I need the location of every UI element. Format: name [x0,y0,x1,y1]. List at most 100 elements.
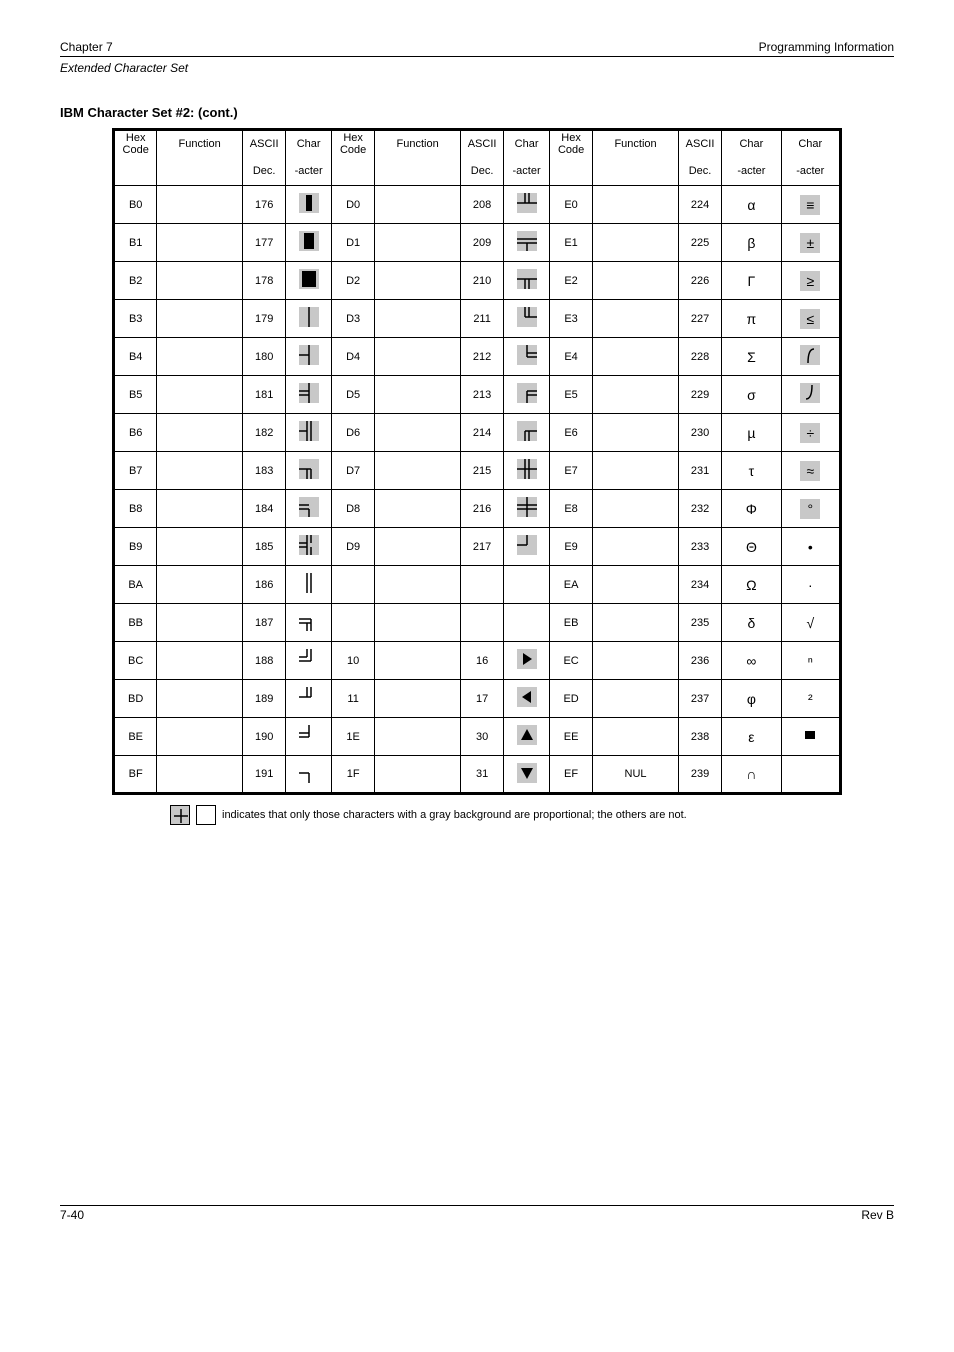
glyph-corner-tr-dd [299,611,319,631]
table-cell [375,262,461,300]
table-cell [593,300,679,338]
glyph-div: ÷ [800,423,820,443]
table-cell [157,604,243,642]
code-table: Hex Code Function ASCII Char Hex Code Fu… [112,128,842,795]
col-char: Char [722,130,781,158]
table-cell: 234 [678,566,721,604]
glyph-dshade [299,269,319,289]
glyph-corner-bl-db2 [517,345,537,365]
table-cell: 230 [678,414,721,452]
table-cell: 237 [678,680,721,718]
table-row: B8184D8216E8232Φ° [114,490,841,528]
glyph-sqrt: √ [800,613,820,633]
glyph-cap: ∩ [741,764,761,784]
table-cell [157,680,243,718]
glyph-tau: τ [741,461,761,481]
table-cell: 231 [678,452,721,490]
glyph-equiv: ≡ [800,195,820,215]
glyph-sigma: σ [741,385,761,405]
table-cell: E1 [549,224,592,262]
table-cell: 217 [460,528,503,566]
table-cell: 179 [242,300,285,338]
col-char: Char [504,130,550,158]
glyph-Theta: Θ [741,537,761,557]
table-cell: 176 [242,186,285,224]
glyph-cross-db2 [517,497,537,517]
table-cell [375,338,461,376]
table-cell [331,604,374,642]
glyph-t-down-db [517,231,537,251]
table-cell: NUL [593,756,679,794]
table-cell: 225 [678,224,721,262]
table-cell: 224 [678,186,721,224]
glyph-lshade [299,193,319,213]
glyph-mshade [299,231,319,251]
header-right: Programming Information [759,40,894,54]
table-cell: E7 [549,452,592,490]
glyph-bullet: • [800,537,820,557]
col-ascsub: Dec. [242,158,285,186]
table-cell: B8 [114,490,157,528]
glyph-corner-tr-db [299,459,319,479]
table-cell [593,414,679,452]
glyph-pi: π [741,309,761,329]
glyph-delta: δ [741,613,761,633]
page-header: Chapter 7 Programming Information [60,40,894,57]
table-cell [375,756,461,794]
glyph-t-right-db2 [299,421,319,441]
glyph-sqblk [800,725,820,745]
glyph-sup2: ² [800,689,820,709]
plain-box-icon [196,805,216,825]
table-cell: 17 [460,680,503,718]
table-cell: B1 [114,224,157,262]
table-cell: 208 [460,186,503,224]
table-cell: B0 [114,186,157,224]
table-cell [593,224,679,262]
col-charsub: -acter [286,158,332,186]
glyph-Phi: Φ [741,499,761,519]
table-cell [375,528,461,566]
table-cell: D3 [331,300,374,338]
shaded-box-icon [170,805,190,825]
table-cell [593,718,679,756]
glyph-corner-tr [299,763,319,783]
table-cell: 1E [331,718,374,756]
table-cell: D1 [331,224,374,262]
table-cell [593,528,679,566]
col-func: Function [375,130,461,158]
table-cell [593,186,679,224]
table-cell: BC [114,642,157,680]
glyph-tri-u [517,725,537,745]
table-cell: 232 [678,490,721,528]
table-cell: E2 [549,262,592,300]
col-ascsub: Dec. [678,158,721,186]
table-cell: D6 [331,414,374,452]
glyph-tri-l [517,687,537,707]
table-cell: BF [114,756,157,794]
col-func: Function [593,130,679,158]
glyph-t-right-db [299,383,319,403]
table-cell [157,224,243,262]
glyph-vline-dd [299,573,319,593]
table-cell [157,452,243,490]
glyph-mu: µ [741,423,761,443]
table-cell: EC [549,642,592,680]
table-cell: 30 [460,718,503,756]
glyph-corner-tl-db [517,383,537,403]
table-cell: D4 [331,338,374,376]
table-cell [157,376,243,414]
table-cell [593,338,679,376]
glyph-alpha: α [741,195,761,215]
glyph-phi: φ [741,689,761,709]
table-cell [593,680,679,718]
table-cell: EF [549,756,592,794]
table-cell [593,376,679,414]
table-row: B0176D0208E0224α≡ [114,186,841,224]
glyph- [517,611,537,631]
table-cell [375,376,461,414]
table-cell: 216 [460,490,503,528]
table-cell: 11 [331,680,374,718]
glyph-corner-br-db [299,687,319,707]
table-row: BB187EB235δ√ [114,604,841,642]
table-cell: 212 [460,338,503,376]
